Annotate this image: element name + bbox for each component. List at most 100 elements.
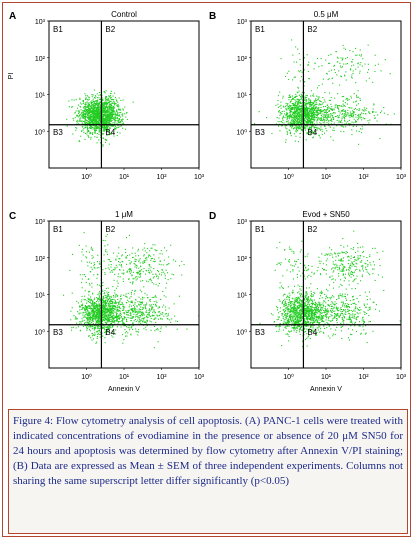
data-point xyxy=(153,347,155,349)
panel-letter: B xyxy=(209,11,216,22)
data-point xyxy=(341,59,343,61)
data-point xyxy=(90,110,92,112)
data-point xyxy=(112,116,114,118)
data-point xyxy=(94,316,96,318)
data-point xyxy=(134,266,136,268)
data-point xyxy=(130,268,132,270)
data-point xyxy=(113,119,115,121)
data-point xyxy=(83,116,85,118)
data-point xyxy=(118,318,120,320)
data-point xyxy=(105,323,107,325)
data-point xyxy=(309,126,311,128)
data-point xyxy=(80,322,82,324)
data-point xyxy=(100,333,102,335)
data-point xyxy=(116,122,118,124)
data-point xyxy=(88,102,90,104)
data-point xyxy=(89,123,91,125)
data-point xyxy=(363,110,365,112)
data-point xyxy=(295,93,297,95)
data-point xyxy=(90,262,92,264)
data-point xyxy=(312,109,314,111)
data-point xyxy=(105,331,107,333)
data-point xyxy=(111,325,113,327)
data-point xyxy=(91,315,93,317)
data-point xyxy=(160,317,162,319)
data-point xyxy=(282,115,284,117)
data-point xyxy=(86,309,88,311)
data-point xyxy=(84,121,86,123)
data-point xyxy=(80,120,82,122)
data-point xyxy=(134,310,136,312)
data-point xyxy=(99,299,101,301)
data-point xyxy=(97,298,99,300)
data-point xyxy=(150,315,152,317)
data-point xyxy=(99,312,101,314)
data-point xyxy=(144,262,146,264)
data-point xyxy=(173,259,175,261)
data-point xyxy=(122,280,124,282)
data-point xyxy=(279,114,281,116)
data-point xyxy=(96,142,98,144)
data-point xyxy=(106,128,108,130)
data-point xyxy=(123,294,125,296)
data-point xyxy=(84,110,86,112)
data-point xyxy=(97,293,99,295)
data-point xyxy=(120,99,122,101)
data-point xyxy=(117,115,119,117)
data-point xyxy=(110,93,112,95)
data-point xyxy=(123,318,125,320)
data-point xyxy=(156,249,158,251)
data-point xyxy=(330,97,332,99)
data-point xyxy=(355,100,357,102)
data-point xyxy=(344,75,346,77)
gate-label-b2: B2 xyxy=(105,25,115,34)
data-point xyxy=(311,116,313,118)
data-point xyxy=(302,113,304,115)
data-point xyxy=(95,122,97,124)
data-point xyxy=(127,310,129,312)
data-point xyxy=(89,116,91,118)
data-point xyxy=(116,309,118,311)
data-point xyxy=(149,310,151,312)
data-point xyxy=(138,331,140,333)
data-point xyxy=(338,110,340,112)
data-point xyxy=(90,136,92,138)
data-point xyxy=(298,117,300,119)
data-point xyxy=(138,312,140,314)
data-point xyxy=(316,103,318,105)
data-point xyxy=(107,309,109,311)
data-point xyxy=(92,318,94,320)
data-point xyxy=(106,251,108,253)
data-point xyxy=(131,302,133,304)
data-point xyxy=(329,62,331,64)
data-point xyxy=(102,118,104,120)
data-point xyxy=(99,119,101,121)
data-point xyxy=(307,108,309,110)
data-point xyxy=(355,82,357,84)
data-point xyxy=(165,313,167,315)
data-point xyxy=(103,102,105,104)
data-point xyxy=(277,95,279,97)
data-point xyxy=(109,318,111,320)
data-point xyxy=(86,112,88,114)
data-point xyxy=(99,291,101,293)
data-point xyxy=(352,51,354,53)
data-point xyxy=(83,325,85,327)
data-point xyxy=(165,326,167,328)
data-point xyxy=(337,106,339,108)
data-point xyxy=(125,256,127,258)
data-point xyxy=(139,321,141,323)
gate-label-b2: B2 xyxy=(307,25,317,34)
data-point xyxy=(97,126,99,128)
data-point xyxy=(75,99,77,101)
data-point xyxy=(107,113,109,115)
data-point xyxy=(170,244,172,246)
data-point xyxy=(351,115,353,117)
data-point xyxy=(96,321,98,323)
data-point xyxy=(344,118,346,120)
data-point xyxy=(96,337,98,339)
data-point xyxy=(90,127,92,129)
data-point xyxy=(84,323,86,325)
data-point xyxy=(300,114,302,116)
data-point xyxy=(383,112,385,114)
